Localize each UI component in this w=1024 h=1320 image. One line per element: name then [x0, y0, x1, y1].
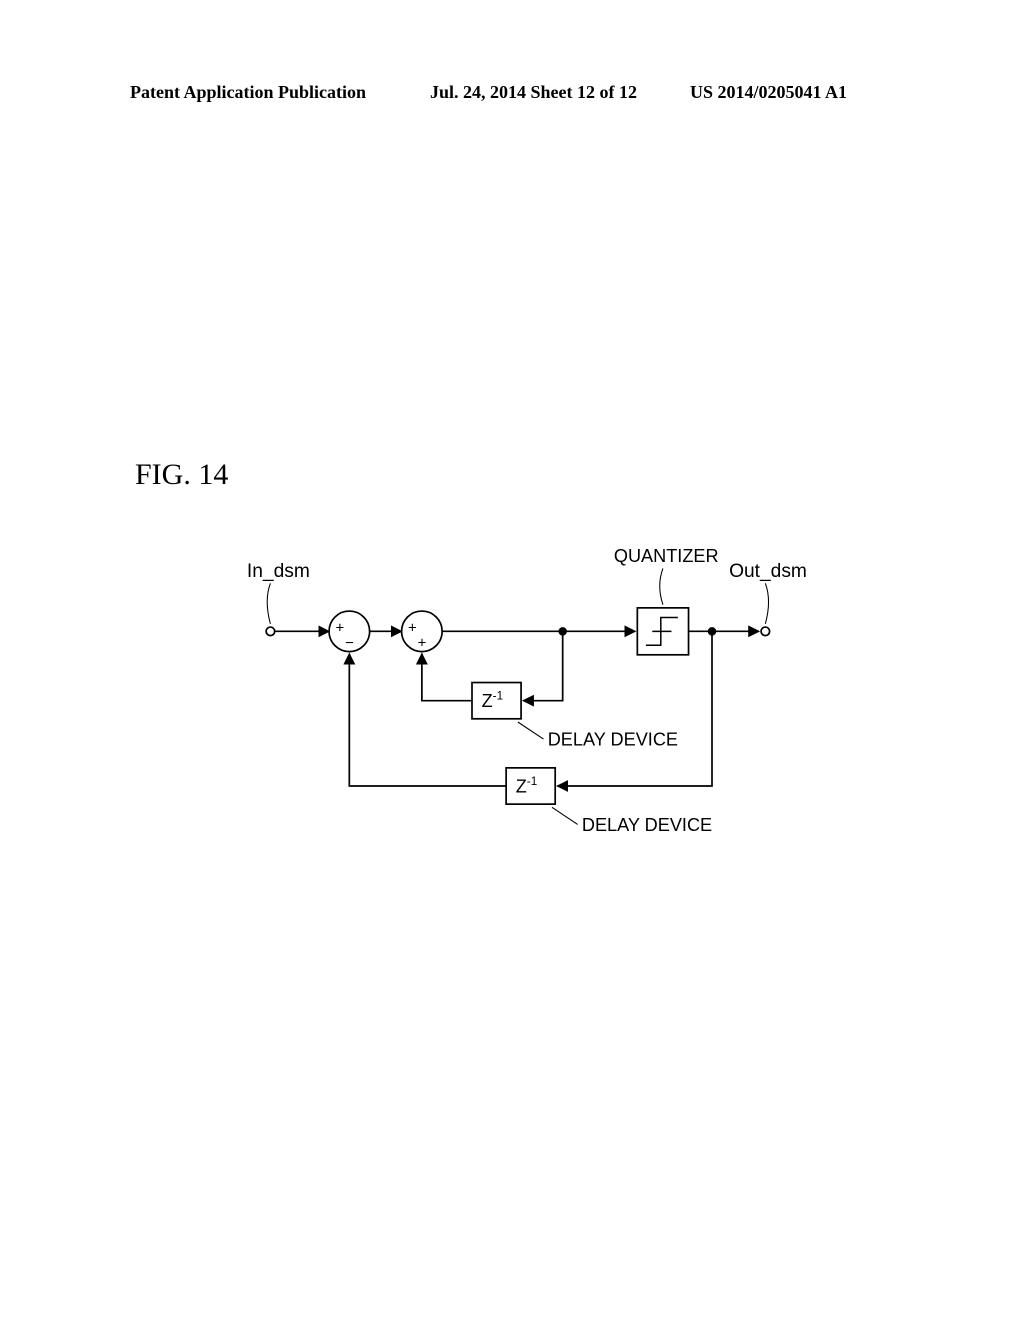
- block-diagram: In_dsm Out_dsm QUANTIZER + − + + Z-1 DEL…: [200, 530, 840, 850]
- input-leader: [267, 583, 270, 624]
- delay1-label: DELAY DEVICE: [548, 729, 678, 749]
- header-center: Jul. 24, 2014 Sheet 12 of 12: [430, 82, 637, 103]
- wire-delay2-sum1: [349, 654, 506, 786]
- output-leader: [765, 583, 768, 624]
- sum1-plus: +: [335, 619, 344, 636]
- quantizer-leader: [660, 568, 663, 604]
- output-terminal: [761, 627, 770, 636]
- delay1-leader: [518, 722, 544, 739]
- input-terminal: [266, 627, 275, 636]
- header-left: Patent Application Publication: [130, 82, 366, 103]
- sum2-plus-bottom: +: [418, 634, 427, 651]
- sum1-minus: −: [345, 634, 354, 651]
- delay2-label: DELAY DEVICE: [582, 815, 712, 835]
- input-label: In_dsm: [247, 561, 310, 582]
- header-right: US 2014/0205041 A1: [690, 82, 847, 103]
- delay2-leader: [552, 807, 578, 824]
- sum2-plus-left: +: [408, 619, 417, 636]
- figure-label: FIG. 14: [135, 458, 228, 492]
- page: Patent Application Publication Jul. 24, …: [0, 0, 1024, 1320]
- output-label: Out_dsm: [729, 561, 807, 582]
- wire-delay1-sum2: [422, 654, 472, 701]
- quantizer-label: QUANTIZER: [614, 546, 719, 566]
- wire-tap1-delay1: [523, 631, 562, 700]
